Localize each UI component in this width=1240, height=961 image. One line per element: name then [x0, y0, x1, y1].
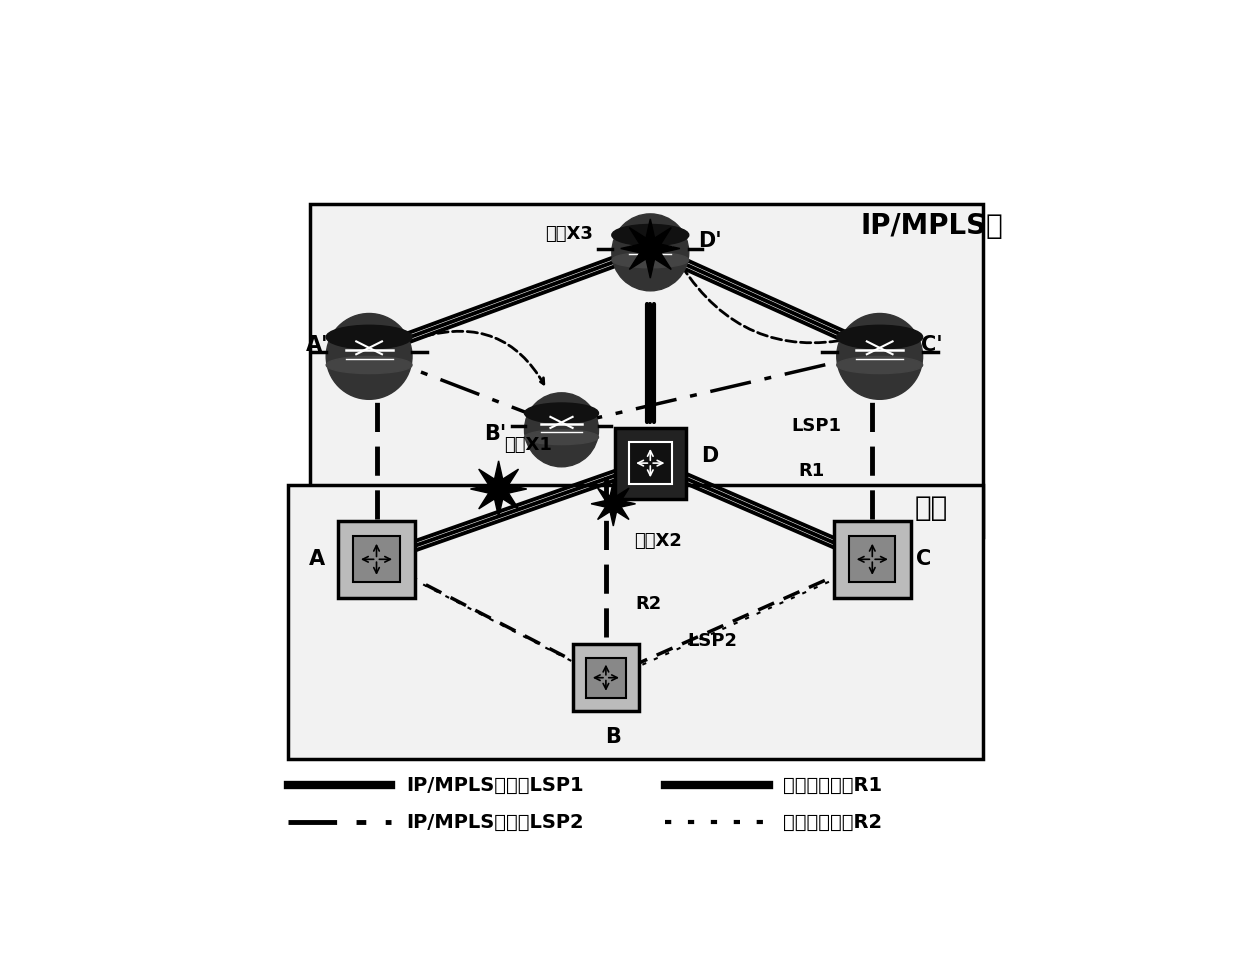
Text: B: B: [605, 727, 621, 747]
Text: D': D': [698, 231, 722, 251]
Ellipse shape: [326, 357, 412, 374]
Bar: [629, 442, 672, 484]
Text: LSP2: LSP2: [687, 631, 738, 650]
Ellipse shape: [837, 357, 923, 374]
Text: IP/MPLS层备用LSP2: IP/MPLS层备用LSP2: [407, 812, 584, 831]
Circle shape: [837, 313, 923, 400]
Polygon shape: [470, 461, 527, 517]
Text: IP/MPLS层: IP/MPLS层: [861, 212, 1003, 240]
Circle shape: [326, 313, 412, 400]
Text: 光层: 光层: [915, 494, 949, 522]
Bar: [849, 536, 895, 582]
Bar: [573, 645, 639, 711]
Bar: [587, 657, 626, 698]
Text: R2: R2: [635, 595, 662, 613]
Ellipse shape: [611, 253, 688, 268]
Text: C': C': [920, 334, 942, 355]
Text: A: A: [309, 550, 325, 569]
Circle shape: [525, 393, 599, 467]
Polygon shape: [288, 485, 983, 759]
Text: 故障X3: 故障X3: [544, 225, 593, 243]
Bar: [615, 428, 686, 499]
Text: B': B': [484, 424, 506, 444]
Ellipse shape: [525, 430, 599, 445]
Text: LSP1: LSP1: [791, 417, 841, 435]
Ellipse shape: [611, 225, 688, 246]
Bar: [353, 536, 399, 582]
Polygon shape: [310, 204, 983, 537]
Text: 故障X1: 故障X1: [505, 435, 552, 454]
Text: 光层工作通道R1: 光层工作通道R1: [784, 776, 883, 795]
Text: IP/MPLS层工作LSP1: IP/MPLS层工作LSP1: [407, 776, 584, 795]
Text: C: C: [916, 550, 931, 569]
Ellipse shape: [525, 403, 599, 424]
Ellipse shape: [837, 325, 923, 349]
Text: 光层备用通道R2: 光层备用通道R2: [784, 812, 883, 831]
Bar: [339, 521, 415, 598]
Text: D: D: [701, 446, 718, 466]
Text: 故障X2: 故障X2: [634, 531, 682, 550]
Text: R1: R1: [799, 461, 825, 480]
Polygon shape: [621, 219, 680, 278]
Polygon shape: [591, 481, 635, 526]
Text: A': A': [306, 334, 329, 355]
Bar: [833, 521, 910, 598]
Ellipse shape: [326, 325, 412, 349]
Circle shape: [611, 214, 688, 291]
